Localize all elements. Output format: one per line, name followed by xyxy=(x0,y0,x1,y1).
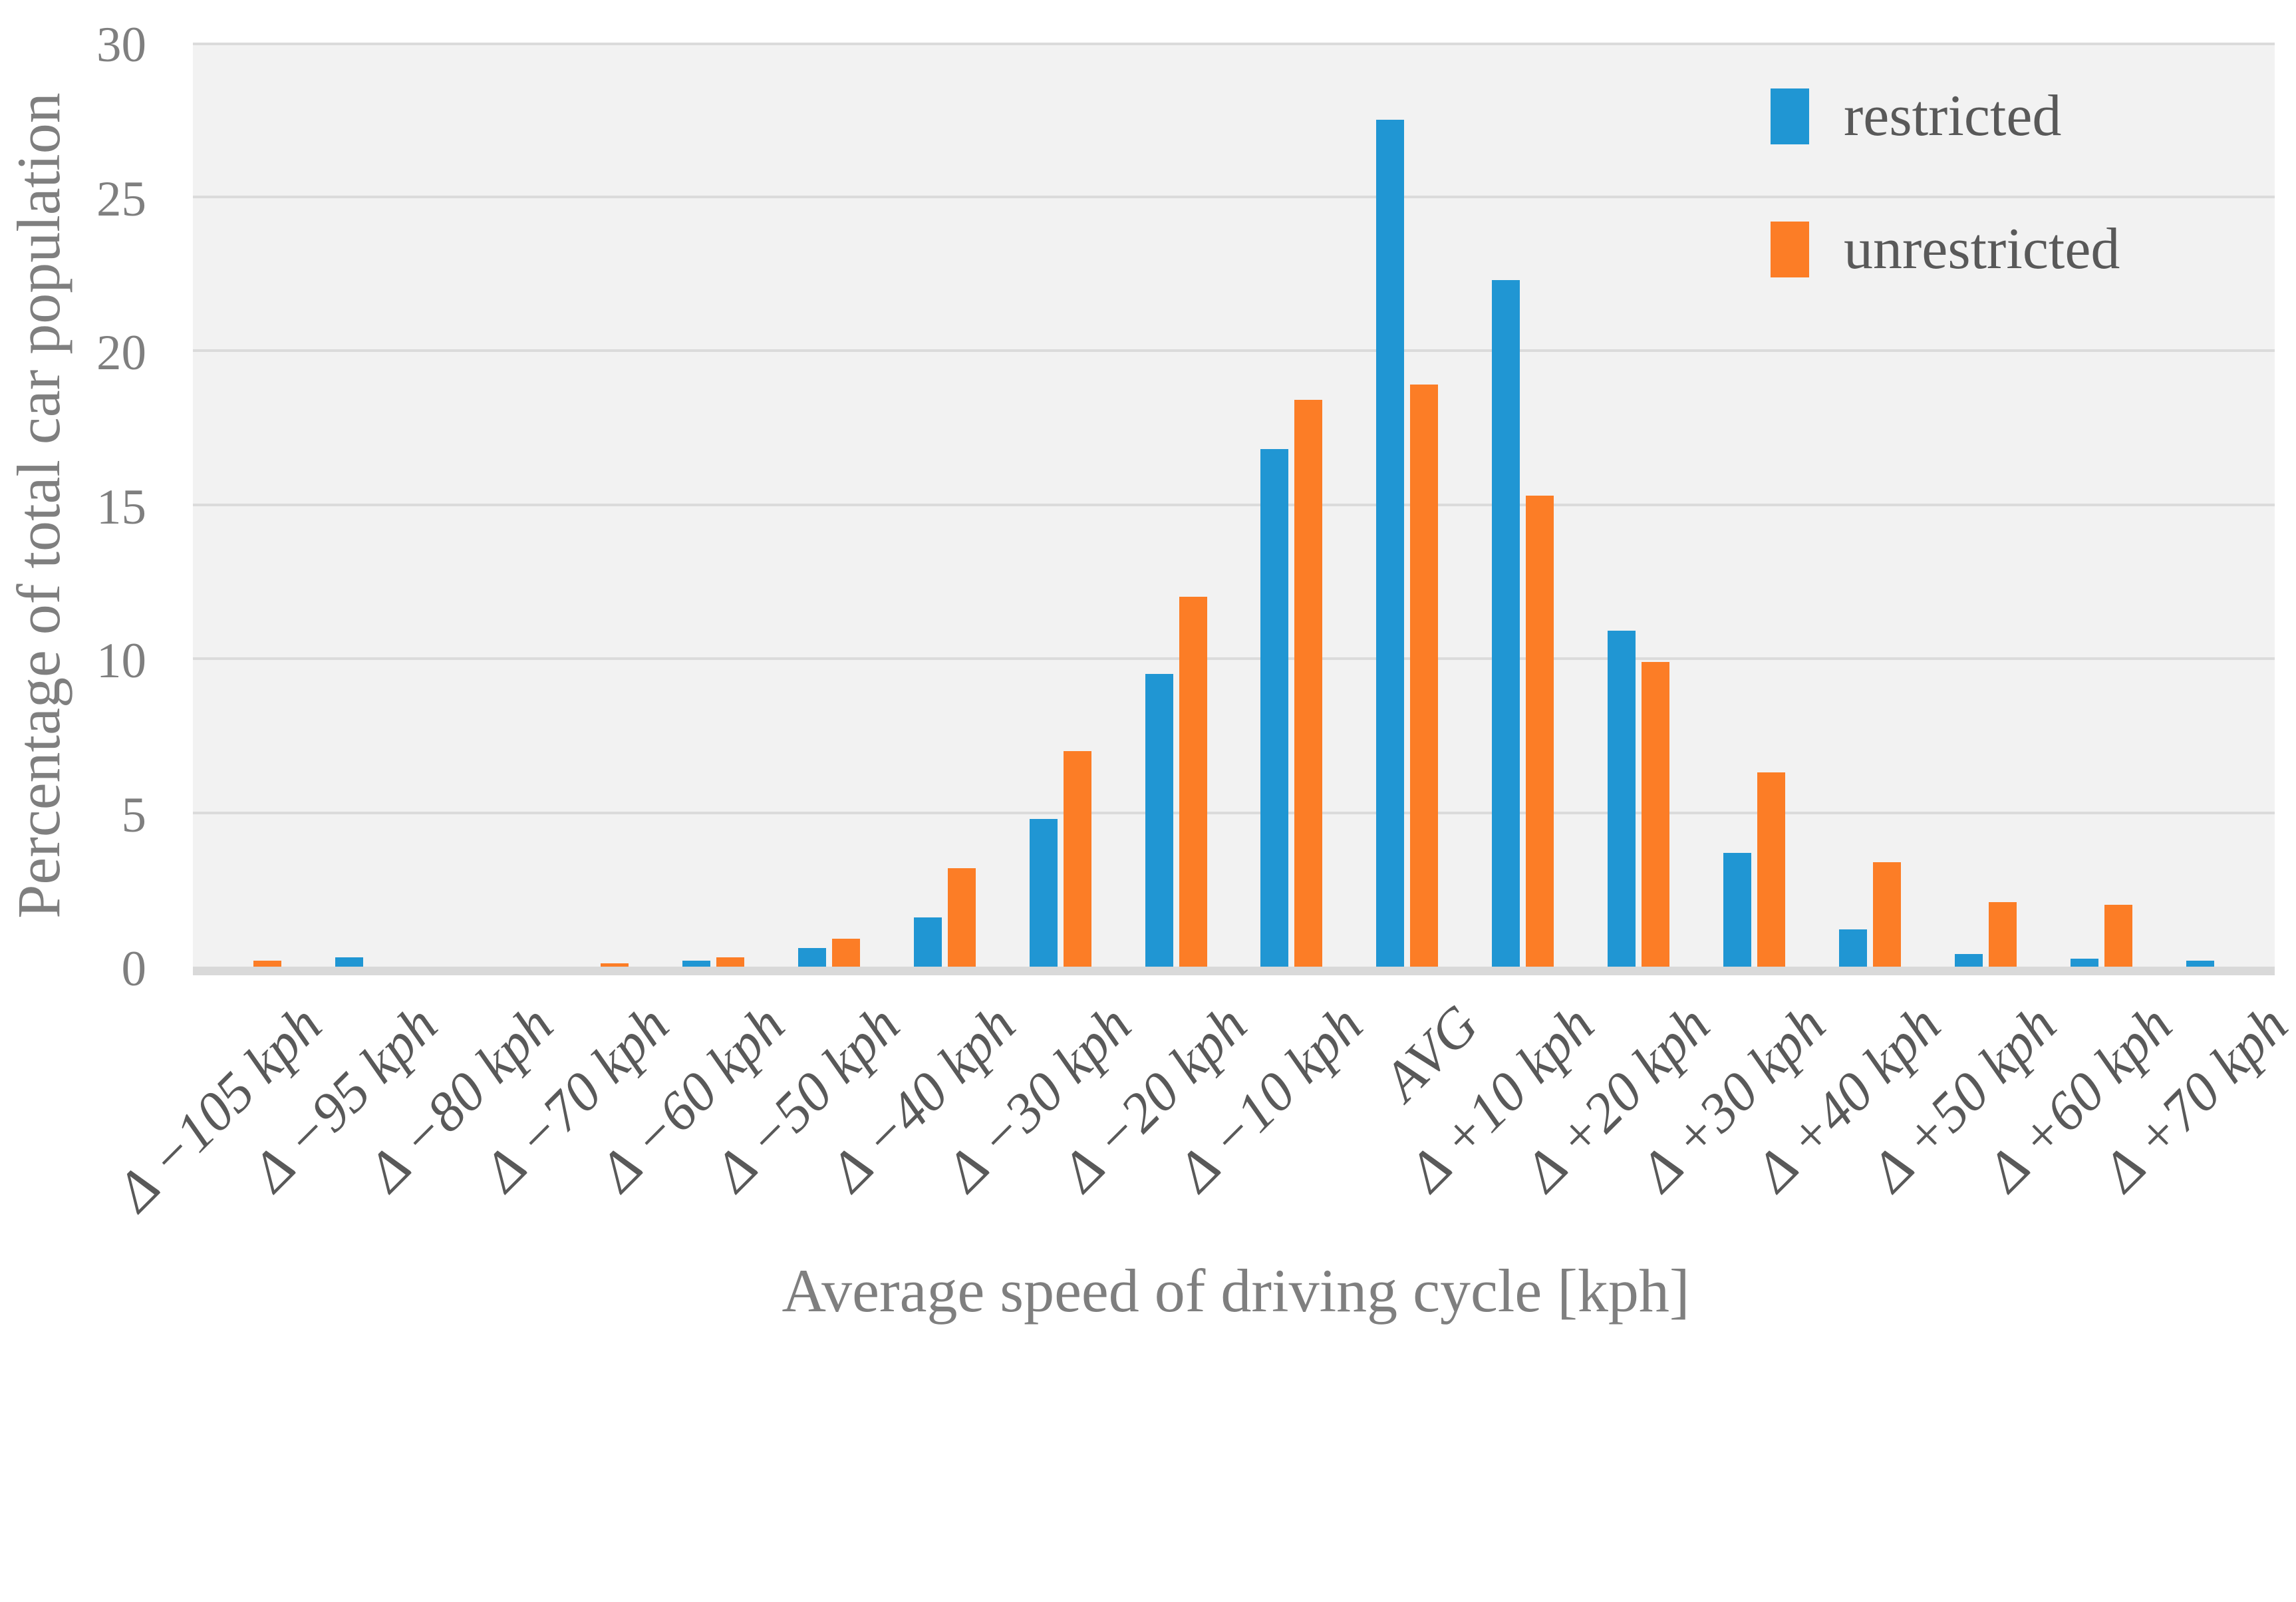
legend-entry-restricted: restricted xyxy=(1771,80,2120,153)
bar-unrestricted-Δ +50 kph xyxy=(1989,902,2017,967)
bar-unrestricted-Δ +60 kph xyxy=(2104,905,2132,967)
bar-unrestricted-Δ +30 kph xyxy=(1757,772,1785,967)
bar-restricted-Δ −10 kph xyxy=(1260,449,1288,967)
legend-entry-unrestricted: unrestricted xyxy=(1771,213,2120,286)
gridline-10 xyxy=(193,657,2275,660)
bar-restricted-Δ +50 kph xyxy=(1955,954,1983,967)
x-axis-line xyxy=(193,967,2275,975)
bar-unrestricted-Δ −30 kph xyxy=(1064,751,1091,967)
plot-area xyxy=(193,43,2275,967)
bar-restricted-Δ +40 kph xyxy=(1839,929,1867,967)
bar-restricted-Δ +20 kph xyxy=(1608,631,1636,967)
legend-swatch-restricted xyxy=(1771,88,1809,144)
bar-restricted-Δ −30 kph xyxy=(1030,819,1058,967)
bar-restricted-Δ −20 kph xyxy=(1145,674,1173,967)
legend-label-unrestricted: unrestricted xyxy=(1844,217,2120,281)
gridline-15 xyxy=(193,504,2275,506)
bar-unrestricted-Δ +20 kph xyxy=(1642,662,1669,967)
bar-unrestricted-Δ −60 kph xyxy=(716,957,744,967)
bar-unrestricted-Δ −50 kph xyxy=(832,939,860,967)
bar-unrestricted-AVG xyxy=(1410,385,1438,967)
bar-unrestricted-Δ +10 kph xyxy=(1526,496,1554,967)
x-axis-title: Average speed of driving cycle [kph] xyxy=(782,1257,1690,1325)
bar-restricted-AVG xyxy=(1376,120,1404,967)
bar-unrestricted-Δ −105 kph xyxy=(253,961,281,967)
bar-unrestricted-Δ −20 kph xyxy=(1179,597,1207,967)
y-tick-label-10: 10 xyxy=(96,633,146,689)
bar-restricted-Δ −95 kph xyxy=(335,957,363,967)
gridline-25 xyxy=(193,196,2275,198)
y-tick-label-0: 0 xyxy=(121,941,147,997)
bar-unrestricted-Δ −70 kph xyxy=(601,963,629,967)
bar-unrestricted-Δ +40 kph xyxy=(1873,862,1901,967)
bar-restricted-Δ +60 kph xyxy=(2071,959,2098,967)
bar-restricted-Δ −50 kph xyxy=(798,948,826,967)
bar-unrestricted-Δ −10 kph xyxy=(1294,400,1322,967)
legend-label-restricted: restricted xyxy=(1844,84,2062,148)
legend-swatch-unrestricted xyxy=(1771,222,1809,277)
y-tick-label-25: 25 xyxy=(96,172,146,227)
gridline-5 xyxy=(193,812,2275,814)
gridline-20 xyxy=(193,349,2275,352)
y-tick-label-30: 30 xyxy=(96,17,146,73)
bar-restricted-Δ −40 kph xyxy=(914,917,942,967)
bar-restricted-Δ +30 kph xyxy=(1723,853,1751,967)
bar-restricted-Δ −60 kph xyxy=(682,961,710,967)
y-tick-label-5: 5 xyxy=(121,788,147,843)
bar-unrestricted-Δ −40 kph xyxy=(948,868,976,967)
y-tick-label-20: 20 xyxy=(96,325,146,381)
legend: restricted unrestricted xyxy=(1771,80,2120,286)
bar-restricted-Δ +10 kph xyxy=(1492,280,1520,967)
y-axis-title: Percentage of total car population xyxy=(5,92,72,919)
bar-restricted-Δ +70 kph xyxy=(2186,961,2214,967)
gridline-30 xyxy=(193,43,2275,45)
y-tick-label-15: 15 xyxy=(96,480,146,535)
